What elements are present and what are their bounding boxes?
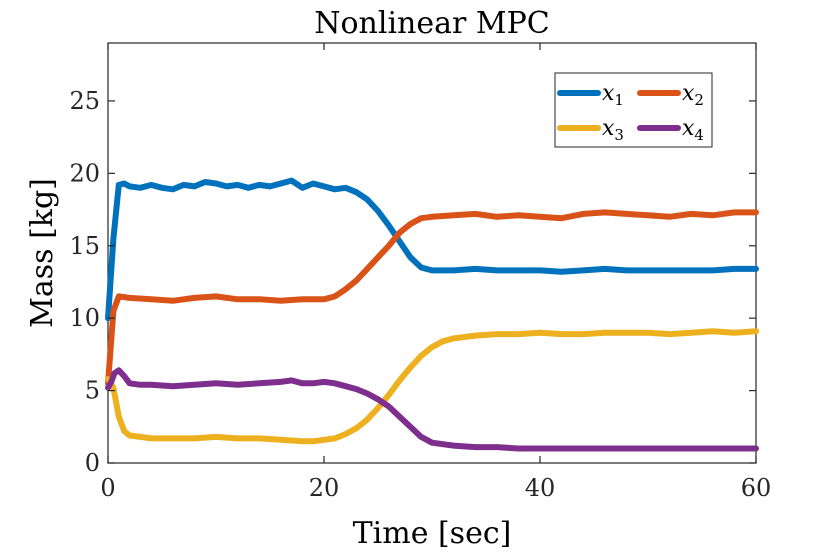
legend-label-x4: x4 (682, 116, 704, 144)
chart-title: Nonlinear MPC (314, 6, 550, 41)
legend-entry-x2: x2 (637, 81, 704, 109)
y-tick-label: 10 (69, 304, 100, 332)
x-axis-label: Time [sec] (353, 516, 512, 551)
series-line-x4 (105, 367, 759, 452)
tick-layer: 0 20 40 60 0 5 10 15 20 25 (69, 43, 771, 502)
series-line-x2 (105, 209, 759, 387)
legend-entry-x3: x3 (557, 116, 624, 144)
legend-label-x1: x1 (602, 81, 624, 109)
legend: x1 x2 x3 x4 (554, 72, 713, 148)
x-tick-label: 20 (309, 474, 340, 502)
legend-entry-x1: x1 (557, 81, 624, 109)
y-tick-label: 20 (69, 159, 100, 187)
y-tick-label: 25 (69, 87, 100, 115)
x-tick-label: 40 (525, 474, 556, 502)
x-tick-label: 0 (100, 474, 115, 502)
series-layer (105, 177, 759, 452)
legend-label-x2: x2 (682, 81, 704, 109)
legend-box (554, 72, 713, 148)
y-tick-label: 0 (85, 449, 100, 477)
x-tick-label: 60 (741, 474, 772, 502)
series-line-x1 (105, 177, 759, 322)
legend-entry-x4: x4 (637, 116, 704, 144)
y-axis-label: Mass [kg] (25, 178, 60, 328)
legend-label-x3: x3 (602, 116, 624, 144)
y-tick-label: 5 (85, 377, 100, 405)
y-tick-label: 15 (69, 232, 100, 260)
